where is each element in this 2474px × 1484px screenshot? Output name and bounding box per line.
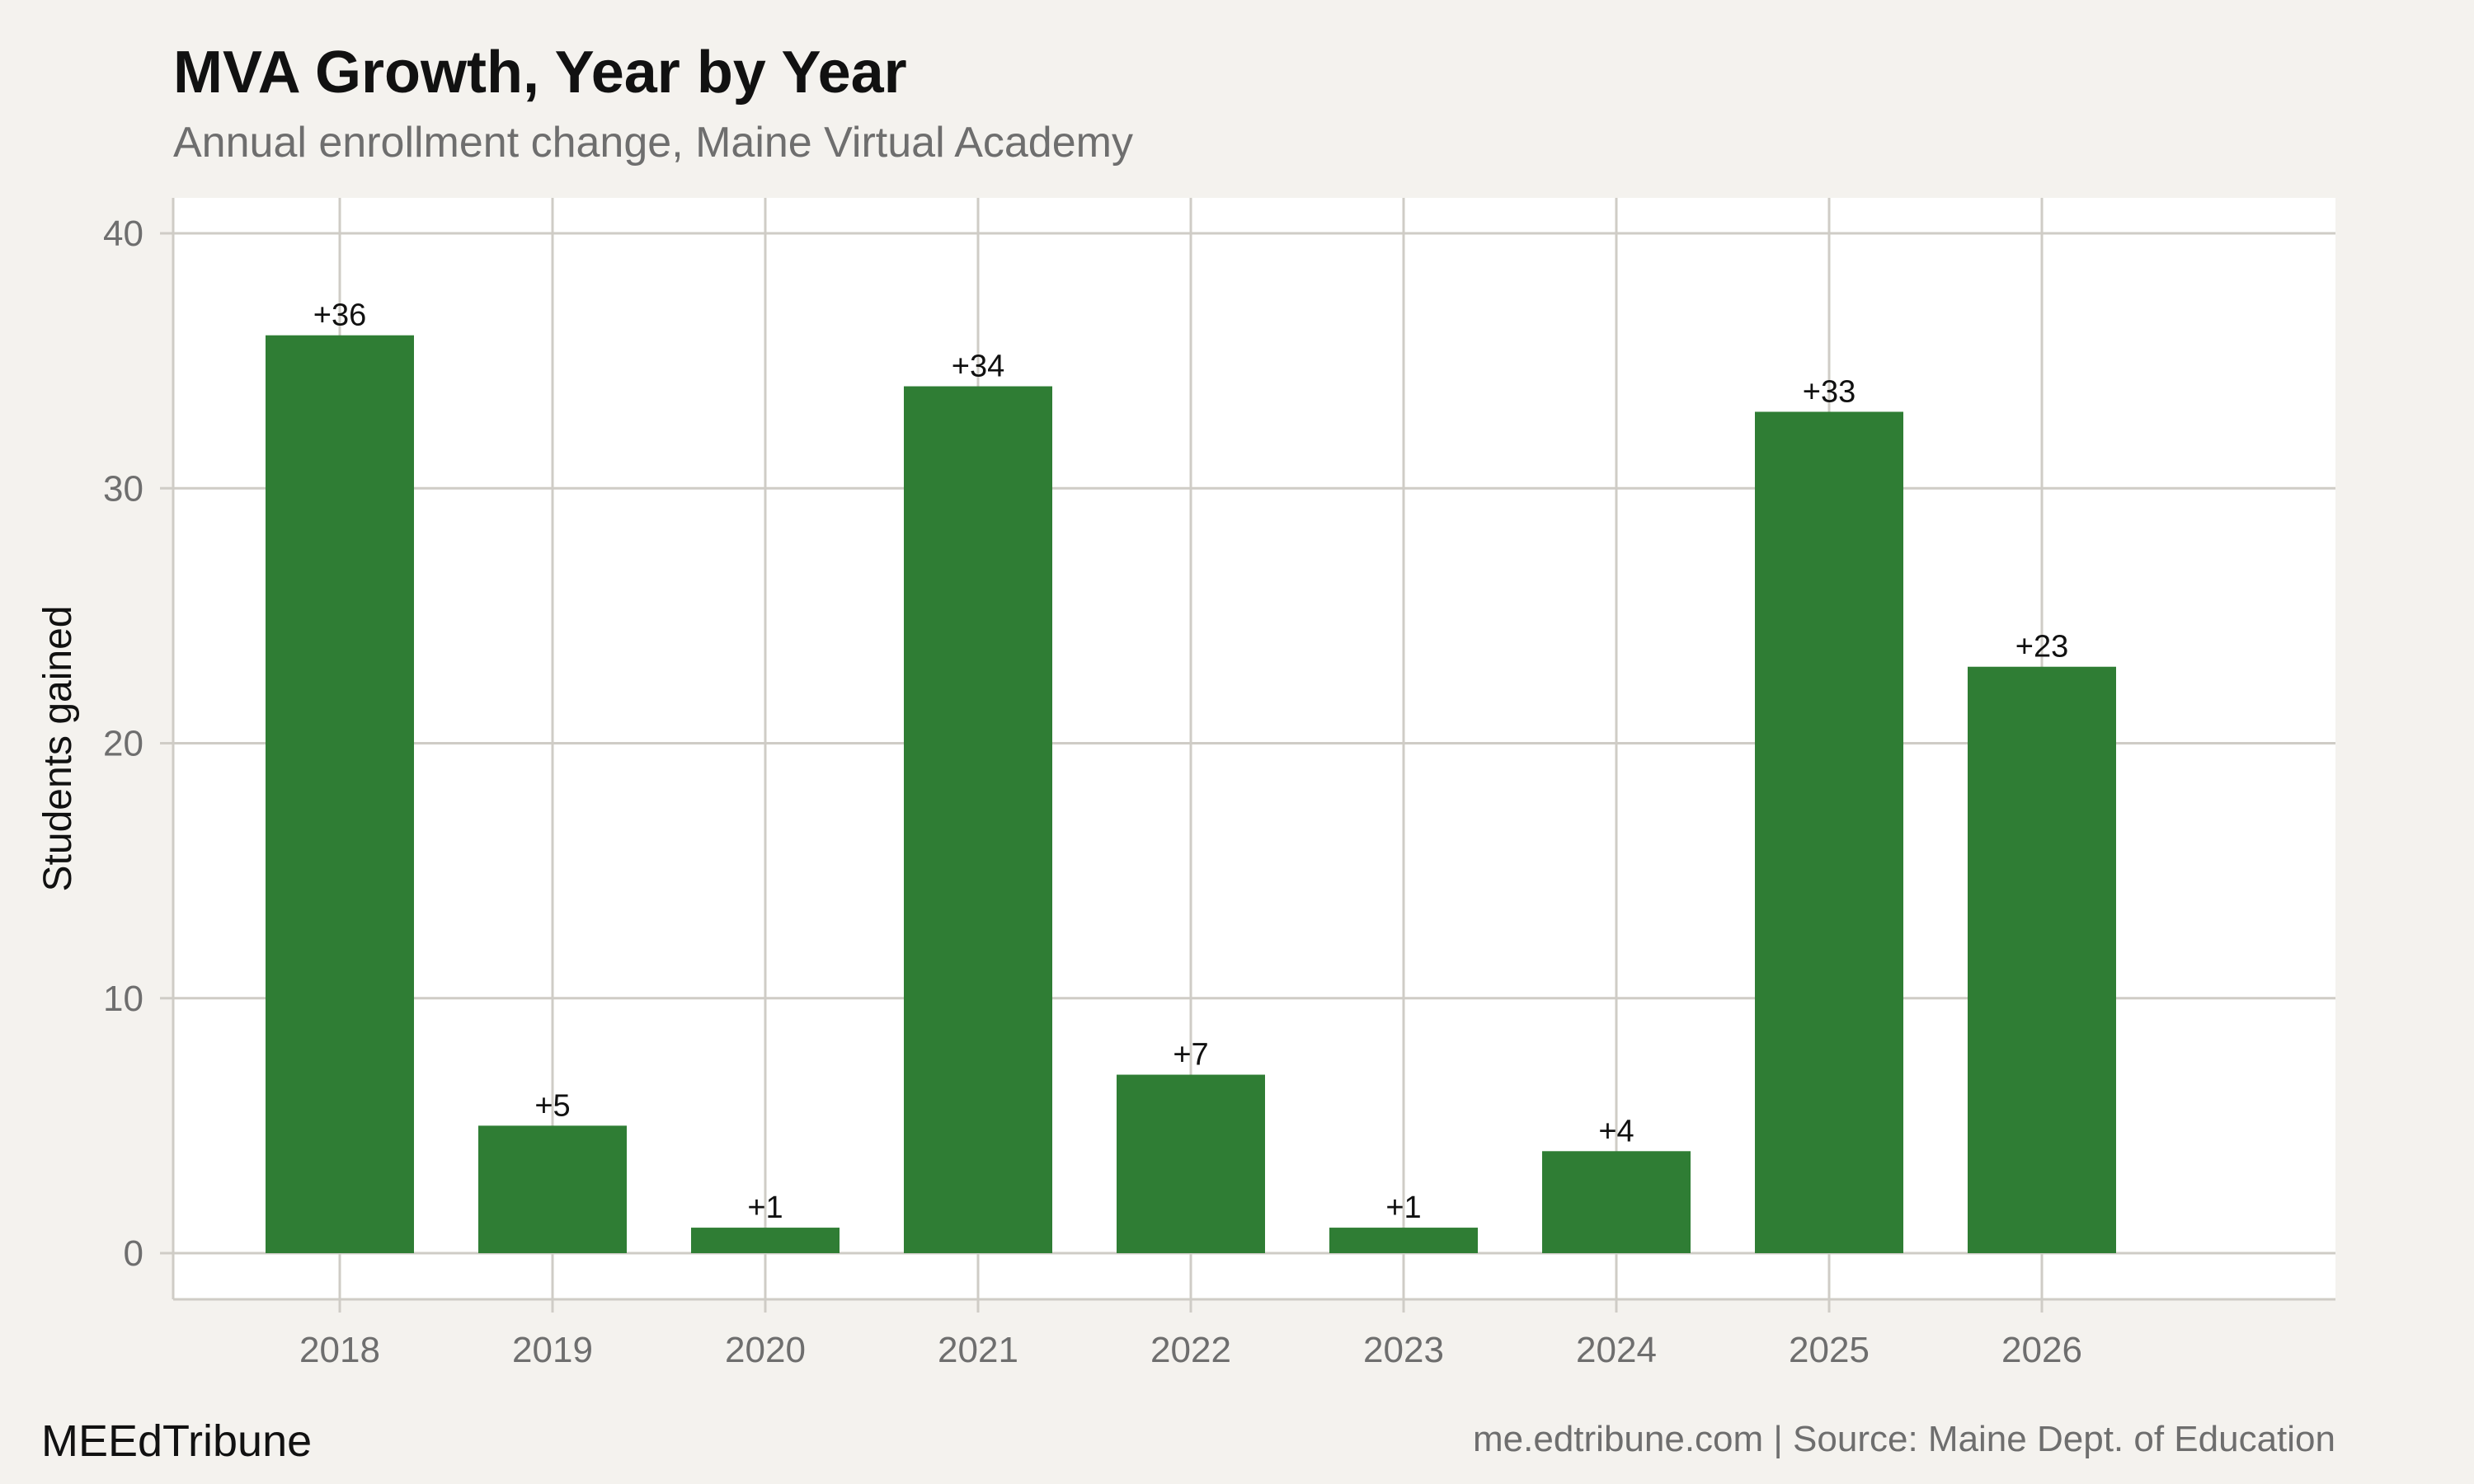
bar-2021: [904, 386, 1052, 1253]
data-label-2022: +7: [1173, 1038, 1208, 1073]
y-axis: 0 10 20 30 40: [103, 214, 173, 1274]
data-label-2020: +1: [747, 1190, 783, 1225]
chart-title: MVA Growth, Year by Year: [173, 40, 907, 106]
bar-2023: [1329, 1228, 1478, 1253]
value-labels: +36 +5 +1 +34 +7 +1 +4 +33 +23: [313, 298, 2068, 1225]
bar-2025: [1755, 411, 1903, 1254]
data-label-2025: +33: [1803, 374, 1856, 409]
y-tick-label: 30: [103, 468, 143, 509]
x-axis: 2018 2019 2020 2021 2022 2023 2024 2025 2026: [299, 1299, 2082, 1370]
bars: [266, 335, 2116, 1254]
bar-2024: [1542, 1151, 1691, 1253]
y-tick-label: 10: [103, 979, 143, 1019]
data-label-2021: +34: [952, 350, 1004, 384]
data-label-2024: +4: [1598, 1114, 1634, 1148]
source-note: me.edtribune.com | Source: Maine Dept. o…: [1473, 1419, 2335, 1459]
x-tick-label: 2023: [1363, 1330, 1444, 1370]
data-label-2019: +5: [534, 1088, 570, 1123]
brand-logo-text: MEEdTribune: [41, 1416, 312, 1466]
bar-2018: [266, 335, 414, 1254]
x-tick-label: 2021: [938, 1330, 1018, 1370]
y-tick-label: 0: [124, 1233, 143, 1274]
bar-2020: [691, 1228, 840, 1253]
y-tick-label: 40: [103, 214, 143, 254]
x-tick-label: 2022: [1150, 1330, 1231, 1370]
chart-subtitle: Annual enrollment change, Maine Virtual …: [173, 119, 1133, 167]
x-tick-label: 2018: [299, 1330, 380, 1370]
x-tick-label: 2024: [1576, 1330, 1657, 1370]
bar-2022: [1117, 1074, 1265, 1253]
x-tick-label: 2025: [1789, 1330, 1870, 1370]
data-label-2023: +1: [1385, 1190, 1421, 1225]
y-axis-title: Students gained: [36, 606, 80, 892]
x-tick-label: 2026: [2001, 1330, 2082, 1370]
data-label-2018: +36: [313, 298, 366, 333]
bar-2019: [478, 1125, 627, 1253]
y-tick-label: 20: [103, 724, 143, 764]
data-label-2026: +23: [2015, 630, 2068, 665]
x-tick-label: 2020: [725, 1330, 806, 1370]
x-tick-label: 2019: [512, 1330, 593, 1370]
bar-2026: [1968, 666, 2116, 1253]
